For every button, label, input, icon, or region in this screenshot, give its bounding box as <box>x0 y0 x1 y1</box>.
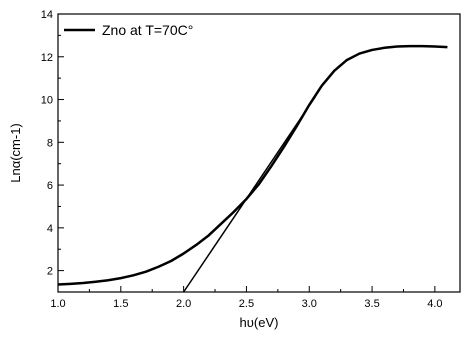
y-tick-label: 14 <box>41 9 53 21</box>
y-tick-label: 2 <box>47 266 53 278</box>
plot-border <box>57 13 461 293</box>
x-axis-label: hυ(eV) <box>240 315 279 330</box>
y-axis-label: Lnα(cm-1) <box>8 123 23 183</box>
series-layer <box>57 44 448 293</box>
y-tick-label: 4 <box>47 223 53 235</box>
y-tick-label: 12 <box>41 52 53 64</box>
series-line <box>57 44 448 286</box>
y-tick-label: 8 <box>47 137 53 149</box>
x-tick-label: 2.0 <box>176 298 191 310</box>
legend-label: Zno at T=70C° <box>102 22 193 38</box>
y-tick-label: 6 <box>47 180 53 192</box>
x-axis: 1.0 1.5 2.0 2.5 3.0 3.5 4.0 <box>50 286 443 310</box>
x-tick-label: 3.5 <box>364 298 379 310</box>
x-tick-label: 3.0 <box>302 298 317 310</box>
y-axis: 2 4 6 8 10 12 14 <box>41 9 64 278</box>
tangent-fit-line <box>183 95 317 293</box>
y-tick-label: 10 <box>41 95 53 107</box>
plot-frame <box>57 13 461 293</box>
x-tick-label: 1.0 <box>50 298 65 310</box>
x-tick-label: 1.5 <box>113 298 128 310</box>
x-tick-label: 2.5 <box>239 298 254 310</box>
legend: Zno at T=70C° <box>64 22 193 38</box>
x-tick-label: 4.0 <box>427 298 442 310</box>
